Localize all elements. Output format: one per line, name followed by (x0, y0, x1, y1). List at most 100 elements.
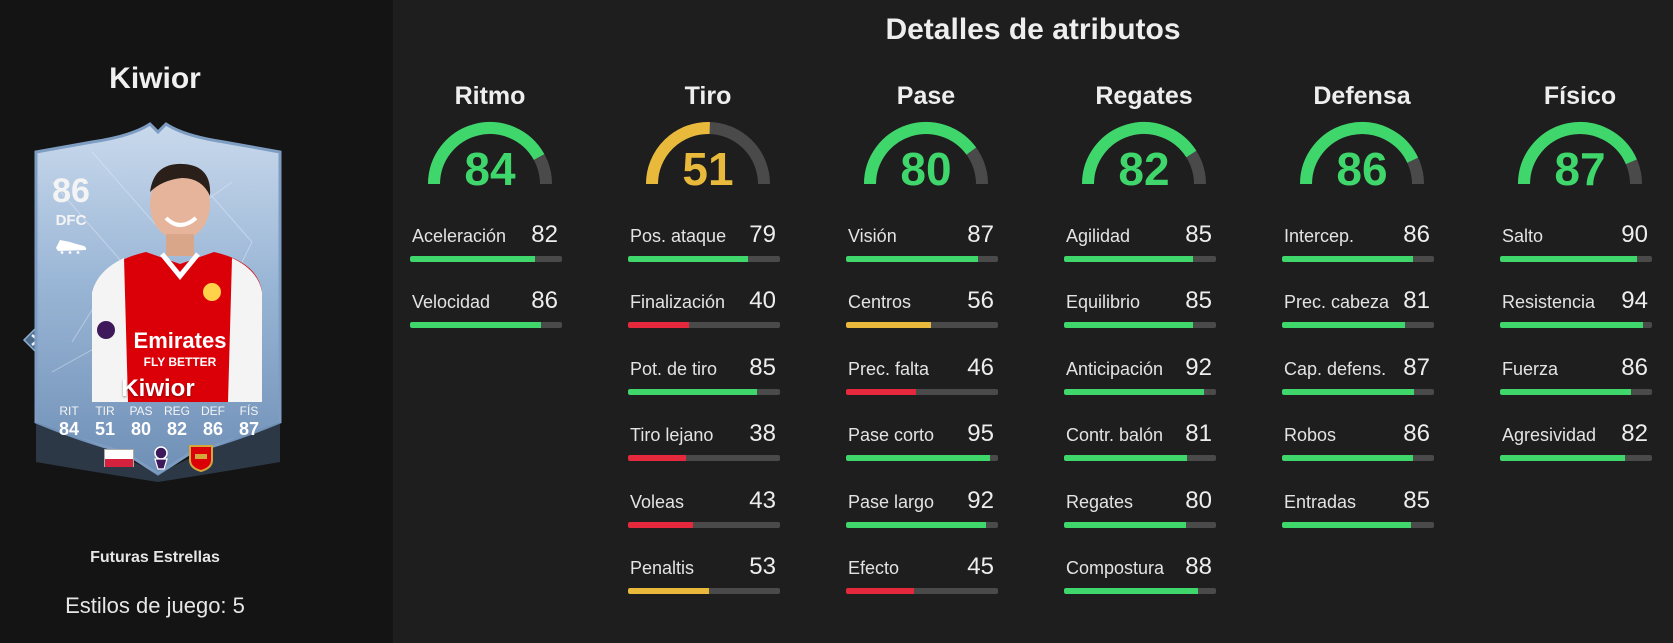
attribute-row[interactable]: Pos. ataque 79 (628, 221, 788, 290)
attribute-row[interactable]: Resistencia 94 (1500, 287, 1660, 356)
attribute-bar (846, 455, 998, 462)
attribute-name: Pos. ataque (630, 226, 727, 246)
attribute-bar-fill (628, 388, 758, 395)
attribute-bar (628, 256, 780, 262)
attribute-name: Centros (848, 292, 912, 313)
attribute-value: 38 (749, 420, 776, 448)
attribute-value: 87 (1403, 353, 1430, 381)
attribute-bar-fill (1500, 256, 1637, 262)
attribute-row[interactable]: Prec. falta 46 (846, 354, 1006, 423)
attribute-row[interactable]: Finalización 40 (628, 287, 788, 356)
attribute-row[interactable]: Centros 56 (846, 287, 1006, 356)
attribute-list: Pos. ataque 79 Finalización 40 Pot. de tiro 8… (628, 221, 788, 622)
attribute-bar-fill (1064, 388, 1204, 395)
attribute-row[interactable]: Efecto 45 (846, 553, 1006, 622)
card-stat-label: PAS (129, 404, 153, 418)
attribute-row[interactable]: Visión 87 (846, 221, 1006, 290)
attribute-row[interactable]: Equilibrio 85 (1064, 287, 1224, 356)
attribute-bar-fill (846, 322, 932, 329)
attribute-value: 94 (1621, 287, 1648, 315)
attribute-row[interactable]: Pase corto 95 (846, 420, 1006, 489)
attribute-value: 82 (531, 221, 558, 248)
card-nation-league-club (104, 444, 214, 472)
attribute-bar-fill (410, 322, 541, 329)
attribute-row[interactable]: Anticipación 92 (1064, 354, 1224, 423)
attribute-name: Intercep. (1284, 226, 1355, 246)
attribute-value: 81 (1185, 420, 1212, 448)
attribute-bar (1064, 587, 1216, 594)
attribute-bar (1500, 455, 1652, 462)
attribute-row[interactable]: Salto 90 (1500, 221, 1660, 290)
attribute-bar-fill (628, 322, 689, 329)
attribute-bar-fill (1064, 521, 1186, 528)
category-gauge: 86 (1296, 118, 1428, 194)
attribute-row[interactable]: Agilidad 85 (1064, 221, 1224, 290)
attribute-row[interactable]: Entradas 85 (1282, 486, 1442, 556)
attribute-bar-fill (1282, 455, 1413, 462)
attribute-bar-fill (1282, 388, 1415, 395)
boot-icon (54, 236, 88, 254)
attribute-bar (846, 521, 998, 528)
card-stat-value: 84 (58, 419, 80, 439)
attribute-name: Penaltis (630, 557, 695, 578)
attribute-row[interactable]: Pase largo 92 (846, 487, 1006, 556)
attribute-row[interactable]: Robos 86 (1282, 420, 1442, 489)
category-label: Físico (1543, 82, 1617, 110)
attribute-bar (1064, 388, 1216, 395)
attribute-row[interactable]: Velocidad 86 (410, 287, 570, 356)
attribute-row[interactable]: Penaltis 53 (628, 552, 788, 622)
attribute-bar (1282, 455, 1434, 462)
card-stat-label: RIT (59, 404, 79, 418)
attribute-bar (410, 256, 562, 262)
player-card[interactable]: Emirates FLY BETTER 86 DFC Kiwior RIT 84 (32, 122, 284, 492)
attribute-bar-fill (628, 587, 709, 594)
premier-league-icon (154, 446, 168, 470)
attribute-bar-fill (410, 256, 535, 262)
attribute-row[interactable]: Cap. defens. 87 (1282, 353, 1442, 423)
attribute-bar (1282, 256, 1434, 262)
category-4: Defensa 86 Intercep. 86 Prec. cabeza 81 Cap. d… (1282, 78, 1442, 528)
attribute-row[interactable]: Prec. cabeza 81 (1282, 287, 1442, 356)
attribute-name: Tiro lejano (630, 425, 714, 446)
attribute-bar-fill (1064, 587, 1198, 594)
card-stat: REG 82 (160, 404, 194, 440)
attribute-value: 53 (749, 552, 776, 580)
attribute-bar-fill (1282, 521, 1412, 528)
attribute-row[interactable]: Voleas 43 (628, 486, 788, 556)
card-stat-value: 51 (94, 419, 116, 439)
attribute-bar (628, 322, 780, 329)
attribute-row[interactable]: Pot. de tiro 85 (628, 354, 788, 423)
attribute-list: Intercep. 86 Prec. cabeza 81 Cap. defens. 87 R… (1282, 221, 1442, 556)
attribute-list: Salto 90 Resistencia 94 Fuerza 86 Agresividad 8… (1500, 221, 1660, 490)
attribute-row[interactable]: Aceleración 82 (410, 221, 570, 290)
attribute-value: 85 (1403, 486, 1430, 514)
attribute-bar-fill (1500, 388, 1631, 395)
attribute-row[interactable]: Fuerza 86 (1500, 354, 1660, 423)
attribute-bar (1500, 256, 1652, 262)
attribute-row[interactable]: Compostura 88 (1064, 553, 1224, 622)
category-gauge: 84 (424, 118, 556, 194)
attribute-bar-fill (1282, 256, 1413, 262)
attribute-value: 85 (1185, 287, 1212, 315)
attribute-list: Aceleración 82 Velocidad 86 (410, 221, 570, 357)
attribute-bar (1282, 322, 1434, 329)
category-value: 80 (900, 143, 952, 195)
card-stat-label: DEF (201, 404, 225, 418)
player-photo: Emirates FLY BETTER (62, 152, 262, 402)
attribute-bar-fill (1064, 322, 1194, 329)
attribute-name: Efecto (848, 557, 900, 578)
card-stat: FÍS 87 (232, 404, 266, 440)
card-rarity: Futuras Estrellas (90, 549, 220, 566)
attribute-row[interactable]: Tiro lejano 38 (628, 420, 788, 489)
attribute-bar (846, 388, 998, 395)
playstyles-count[interactable]: Estilos de juego: 5 (65, 593, 245, 618)
attribute-row[interactable]: Agresividad 82 (1500, 420, 1660, 489)
attribute-bar (1064, 521, 1216, 528)
attribute-row[interactable]: Contr. balón 81 (1064, 420, 1224, 489)
attribute-row[interactable]: Intercep. 86 (1282, 221, 1442, 290)
category-label: Regates (1095, 82, 1193, 110)
attribute-bar (1064, 322, 1216, 329)
category-value: 86 (1336, 143, 1388, 195)
attribute-row[interactable]: Regates 80 (1064, 487, 1224, 556)
attribute-value: 43 (749, 486, 776, 514)
